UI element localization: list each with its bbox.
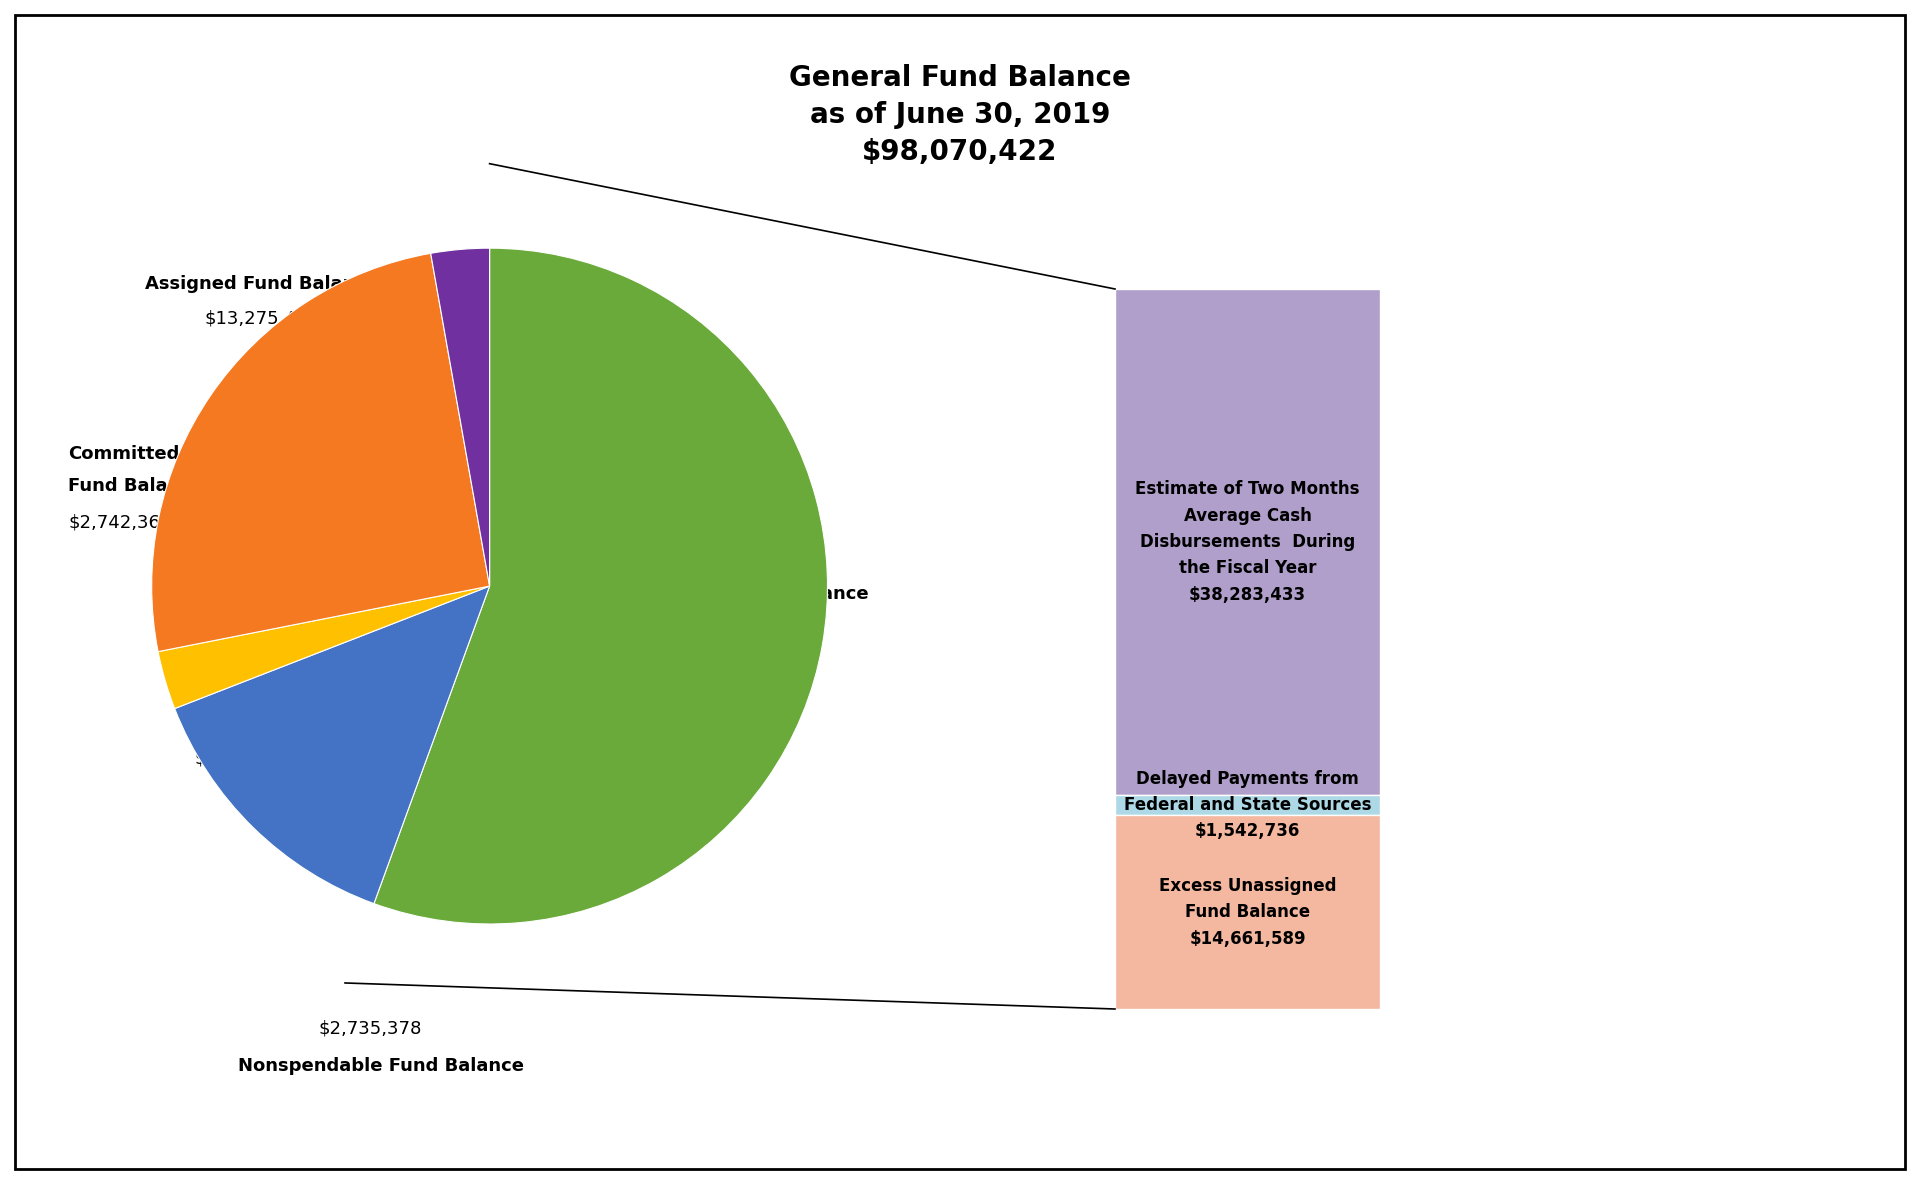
Text: Assigned Fund Balance: Assigned Fund Balance bbox=[146, 275, 378, 292]
Wedge shape bbox=[157, 586, 490, 708]
Text: as of June 30, 2019: as of June 30, 2019 bbox=[810, 101, 1110, 129]
Text: $2,742,366: $2,742,366 bbox=[67, 513, 171, 530]
Bar bbox=[1116, 816, 1380, 1009]
Text: $54,487,758: $54,487,758 bbox=[611, 620, 724, 638]
Wedge shape bbox=[152, 253, 490, 651]
Bar bbox=[1116, 794, 1380, 816]
Text: Unassigned Fund Balance: Unassigned Fund Balance bbox=[611, 585, 868, 603]
Bar bbox=[1116, 289, 1380, 794]
Text: $98,070,422: $98,070,422 bbox=[862, 139, 1058, 166]
Wedge shape bbox=[175, 586, 490, 903]
Text: $13,275,486: $13,275,486 bbox=[205, 310, 319, 328]
Text: $2,735,378: $2,735,378 bbox=[319, 1019, 420, 1038]
Text: Estimate of Two Months
Average Cash
Disbursements  During
the Fiscal Year
$38,28: Estimate of Two Months Average Cash Disb… bbox=[1135, 481, 1359, 604]
Text: General Fund Balance: General Fund Balance bbox=[789, 64, 1131, 92]
Text: Nonspendable Fund Balance: Nonspendable Fund Balance bbox=[238, 1057, 524, 1075]
Text: $24,829,434: $24,829,434 bbox=[196, 749, 309, 768]
Text: Committed: Committed bbox=[67, 445, 179, 463]
Wedge shape bbox=[430, 249, 490, 586]
Wedge shape bbox=[374, 249, 828, 924]
Text: Excess Unassigned
Fund Balance
$14,661,589: Excess Unassigned Fund Balance $14,661,5… bbox=[1160, 876, 1336, 947]
Text: Delayed Payments from
Federal and State Sources
$1,542,736: Delayed Payments from Federal and State … bbox=[1123, 770, 1371, 841]
Text: Restricted Fund Balance: Restricted Fund Balance bbox=[196, 715, 442, 733]
Text: Fund Balance: Fund Balance bbox=[67, 477, 204, 495]
